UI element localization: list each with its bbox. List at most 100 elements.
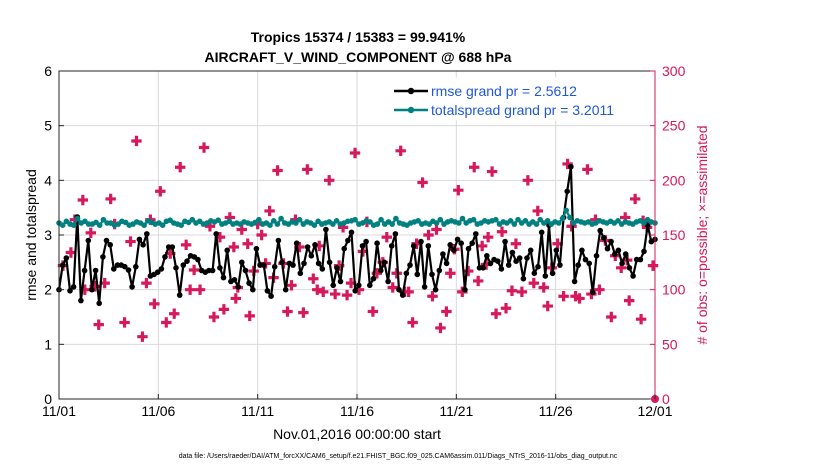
obs-marker <box>180 239 192 251</box>
rmse-point <box>111 266 117 272</box>
spread-point <box>378 216 384 223</box>
rmse-point <box>495 258 501 265</box>
rmse-point <box>63 255 70 261</box>
y2-tick-label: 300 <box>662 63 686 79</box>
rmse-point <box>169 244 176 250</box>
spread-point <box>274 221 281 227</box>
obs-marker <box>286 280 297 291</box>
rmse-point <box>224 247 230 254</box>
obs-marker <box>496 226 508 237</box>
obs-marker <box>623 295 635 306</box>
rmse-point <box>399 292 406 298</box>
obs-marker <box>194 284 206 295</box>
rmse-point <box>195 256 201 263</box>
rmse-point <box>597 227 603 234</box>
rmse-point <box>604 245 611 252</box>
rmse-point <box>557 262 563 268</box>
rmse-point <box>363 238 369 245</box>
obs-marker <box>490 308 502 319</box>
obs-marker <box>562 158 573 170</box>
rmse-point <box>465 245 472 252</box>
rmse-point <box>469 240 476 246</box>
rmse-point <box>231 277 238 283</box>
rmse-point <box>429 271 435 278</box>
rmse-point <box>235 284 241 290</box>
spread-point <box>507 218 514 224</box>
spread-point <box>544 218 551 224</box>
x-axis: 11/01 11/06 11/11 11/16 11/21 11/26 12/01 <box>42 394 673 419</box>
rmse-point <box>484 253 490 259</box>
obs-marker <box>218 304 230 315</box>
rmse-point <box>308 253 315 259</box>
spread-point <box>96 222 103 228</box>
obs-marker <box>453 184 464 196</box>
rmse-point <box>334 265 340 271</box>
spread-point <box>515 216 521 223</box>
obs-marker <box>93 319 104 330</box>
obs-marker <box>105 193 116 205</box>
legend-spread-marker <box>407 106 415 114</box>
x-axis-label: Nov.01,2016 00:00:00 start <box>273 426 441 442</box>
rmse-point <box>92 267 99 274</box>
rmse-point <box>125 267 132 273</box>
obs-marker <box>329 288 341 300</box>
obs-marker <box>204 221 216 232</box>
obs-marker <box>228 241 240 253</box>
rmse-point <box>396 286 402 293</box>
obs-marker <box>431 224 442 235</box>
rmse-point <box>516 255 523 261</box>
rmse-point <box>432 286 439 293</box>
obs-marker <box>574 293 585 304</box>
rmse-point <box>122 263 128 270</box>
obs-marker <box>629 193 641 205</box>
rmse-point <box>509 249 516 256</box>
rmse-point <box>538 229 545 236</box>
rmse-point <box>586 260 592 267</box>
obs-marker <box>606 311 617 323</box>
rmse-point <box>162 254 168 260</box>
rmse-point <box>107 242 113 248</box>
rmse-point <box>527 247 534 254</box>
rmse-point <box>622 251 629 257</box>
rmse-point <box>385 278 391 285</box>
rmse-point <box>568 163 574 170</box>
obs-marker <box>323 175 335 186</box>
obs-marker <box>184 284 196 295</box>
obs-marker <box>423 229 434 241</box>
rmse-point <box>637 256 644 263</box>
y-tick-label: 5 <box>44 118 52 134</box>
rmse-point <box>414 271 421 278</box>
rmse-point <box>571 278 578 285</box>
spread-point <box>533 221 540 227</box>
spread-point <box>59 222 66 228</box>
obs-marker <box>594 284 605 295</box>
spread-point <box>74 215 81 222</box>
rmse-point <box>407 262 413 268</box>
spread-point <box>389 221 396 227</box>
obs-marker <box>272 165 283 176</box>
rmse-point <box>279 259 285 266</box>
rmse-point <box>315 260 322 267</box>
obs-marker <box>302 164 313 175</box>
rmse-point <box>356 282 362 289</box>
rmse-point <box>524 255 530 261</box>
obs-marker <box>552 238 563 249</box>
obs-marker <box>486 166 498 177</box>
obs-marker <box>528 277 540 289</box>
rmse-point <box>217 265 223 271</box>
obs-marker <box>542 300 553 312</box>
rmse-point <box>70 284 77 290</box>
obs-marker <box>318 286 329 298</box>
spread-point <box>433 220 440 226</box>
rmse-point <box>253 245 260 252</box>
rmse-point <box>271 263 278 270</box>
obs-marker <box>469 162 480 173</box>
rmse-point <box>184 258 190 265</box>
obs-marker <box>445 268 456 279</box>
rmse-point <box>250 286 256 293</box>
obs-marker <box>230 293 242 304</box>
rmse-point <box>158 266 165 272</box>
spread-point <box>71 222 77 228</box>
obs-marker <box>256 229 267 241</box>
rmse-point <box>129 284 135 290</box>
